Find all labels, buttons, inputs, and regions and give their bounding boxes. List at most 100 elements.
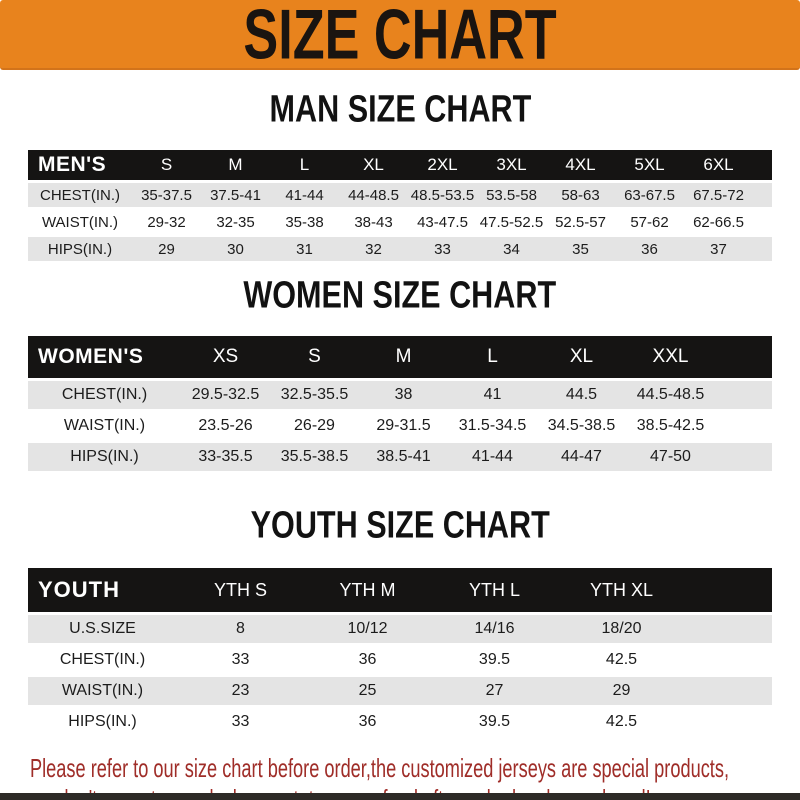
men-header-row: MEN'S S M L XL 2XL 3XL 4XL 5XL 6XL [28, 150, 772, 180]
column-header: YTH S [177, 568, 304, 612]
column-header: XXL [626, 336, 715, 378]
women-section-heading: WOMEN SIZE CHART [0, 274, 800, 321]
row-label: WAIST(IN.) [41, 213, 119, 231]
size-cell: 29.5-32.5 [181, 381, 270, 409]
column-header: S [270, 336, 359, 378]
column-header: M [201, 150, 270, 180]
size-cell: 29 [558, 677, 685, 705]
row-label: CHEST(IN.) [59, 651, 146, 668]
size-cell: 35.5-38.5 [270, 443, 359, 471]
size-cell: 30 [201, 237, 270, 261]
bottom-bar [0, 793, 800, 800]
youth-section-heading: YOUTH SIZE CHART [0, 503, 800, 551]
youth-size-table: YOUTH YTH S YTH M YTH L YTH XL U.S.SIZE … [28, 565, 772, 739]
column-header: YTH L [431, 568, 558, 612]
men-section-heading: MAN SIZE CHART [0, 87, 800, 135]
size-cell: 57-62 [630, 213, 669, 231]
size-cell: 25 [304, 677, 431, 705]
size-cell: 47-50 [626, 443, 715, 471]
size-cell: 14/16 [431, 615, 558, 643]
size-cell: 26-29 [294, 417, 335, 434]
size-cell: 43-47.5 [417, 213, 468, 231]
men-section-heading-text: MAN SIZE CHART [269, 87, 531, 131]
size-cell: 44-48.5 [339, 183, 408, 207]
row-label: HIPS(IN.) [28, 443, 181, 471]
column-header: 2XL [408, 150, 477, 180]
size-cell: 41-44 [448, 443, 537, 471]
size-cell: 33 [408, 237, 477, 261]
size-cell: 32.5-35.5 [270, 381, 359, 409]
size-cell: 32-35 [216, 213, 255, 231]
size-cell: 36 [358, 651, 377, 668]
youth-section-heading-text: YOUTH SIZE CHART [250, 503, 550, 547]
row-filler [685, 708, 772, 736]
size-cell: 34.5-38.5 [547, 417, 616, 434]
column-header: 6XL [684, 150, 753, 180]
men-table-corner-label: MEN'S [28, 150, 132, 180]
row-label: CHEST(IN.) [28, 183, 132, 207]
size-cell: 44-47 [537, 443, 626, 471]
size-cell: 48.5-53.5 [408, 183, 477, 207]
row-filler [685, 677, 772, 705]
youth-header-row: YOUTH YTH S YTH M YTH L YTH XL [28, 568, 772, 612]
size-cell: 36 [358, 713, 377, 730]
table-row: CHEST(IN.) 35-37.5 37.5-41 41-44 44-48.5… [28, 183, 772, 207]
row-label: WAIST(IN.) [63, 417, 146, 434]
size-cell: 52.5-57 [555, 213, 606, 231]
row-label: HIPS(IN.) [68, 713, 137, 730]
column-header: S [132, 150, 201, 180]
row-filler [715, 412, 772, 440]
table-row: HIPS(IN.) 29 30 31 32 33 34 35 36 37 [28, 237, 772, 261]
page-title: SIZE CHART [243, 0, 557, 74]
size-cell: 39.5 [478, 713, 511, 730]
table-row: CHEST(IN.) 29.5-32.5 32.5-35.5 38 41 44.… [28, 381, 772, 409]
column-header: YTH XL [558, 568, 685, 612]
size-cell: 33 [231, 713, 250, 730]
size-cell: 53.5-58 [477, 183, 546, 207]
youth-table-corner-label: YOUTH [28, 568, 177, 612]
row-filler [753, 210, 772, 234]
banner: SIZE CHART [0, 0, 800, 74]
table-row: HIPS(IN.) 33 36 39.5 42.5 [28, 708, 772, 736]
size-cell: 67.5-72 [684, 183, 753, 207]
women-header-row: WOMEN'S XS S M L XL XXL [28, 336, 772, 378]
table-row: WAIST(IN.) 23.5-26 26-29 29-31.5 31.5-34… [28, 412, 772, 440]
column-header: XS [181, 336, 270, 378]
size-cell: 38-43 [354, 213, 393, 231]
size-cell: 35 [546, 237, 615, 261]
table-row: U.S.SIZE 8 10/12 14/16 18/20 [28, 615, 772, 643]
size-cell: 33-35.5 [181, 443, 270, 471]
column-header: 5XL [615, 150, 684, 180]
column-header: L [448, 336, 537, 378]
size-cell: 29-31.5 [376, 417, 431, 434]
size-cell: 35-37.5 [132, 183, 201, 207]
header-filler [715, 336, 772, 378]
size-cell: 32 [339, 237, 408, 261]
column-header: L [270, 150, 339, 180]
size-cell: 29 [132, 237, 201, 261]
size-cell: 44.5-48.5 [626, 381, 715, 409]
size-cell: 29-32 [147, 213, 186, 231]
row-filler [685, 646, 772, 674]
table-row: HIPS(IN.) 33-35.5 35.5-38.5 38.5-41 41-4… [28, 443, 772, 471]
size-cell: 18/20 [558, 615, 685, 643]
row-label: CHEST(IN.) [28, 381, 181, 409]
size-cell: 42.5 [605, 651, 638, 668]
row-filler [753, 237, 772, 261]
size-cell: 31.5-34.5 [458, 417, 527, 434]
size-cell: 41-44 [270, 183, 339, 207]
disclaimer-line-1: Please refer to our size chart before or… [30, 753, 730, 783]
size-cell: 58-63 [546, 183, 615, 207]
size-cell: 8 [177, 615, 304, 643]
women-table-corner-label: WOMEN'S [28, 336, 181, 378]
size-cell: 38.5-41 [359, 443, 448, 471]
size-cell: 10/12 [304, 615, 431, 643]
size-cell: 33 [231, 651, 250, 668]
table-row: WAIST(IN.) 23 25 27 29 [28, 677, 772, 705]
column-header: 4XL [546, 150, 615, 180]
size-cell: 41 [448, 381, 537, 409]
row-filler [715, 443, 772, 471]
column-header: XL [339, 150, 408, 180]
row-label: U.S.SIZE [28, 615, 177, 643]
size-cell: 38 [359, 381, 448, 409]
